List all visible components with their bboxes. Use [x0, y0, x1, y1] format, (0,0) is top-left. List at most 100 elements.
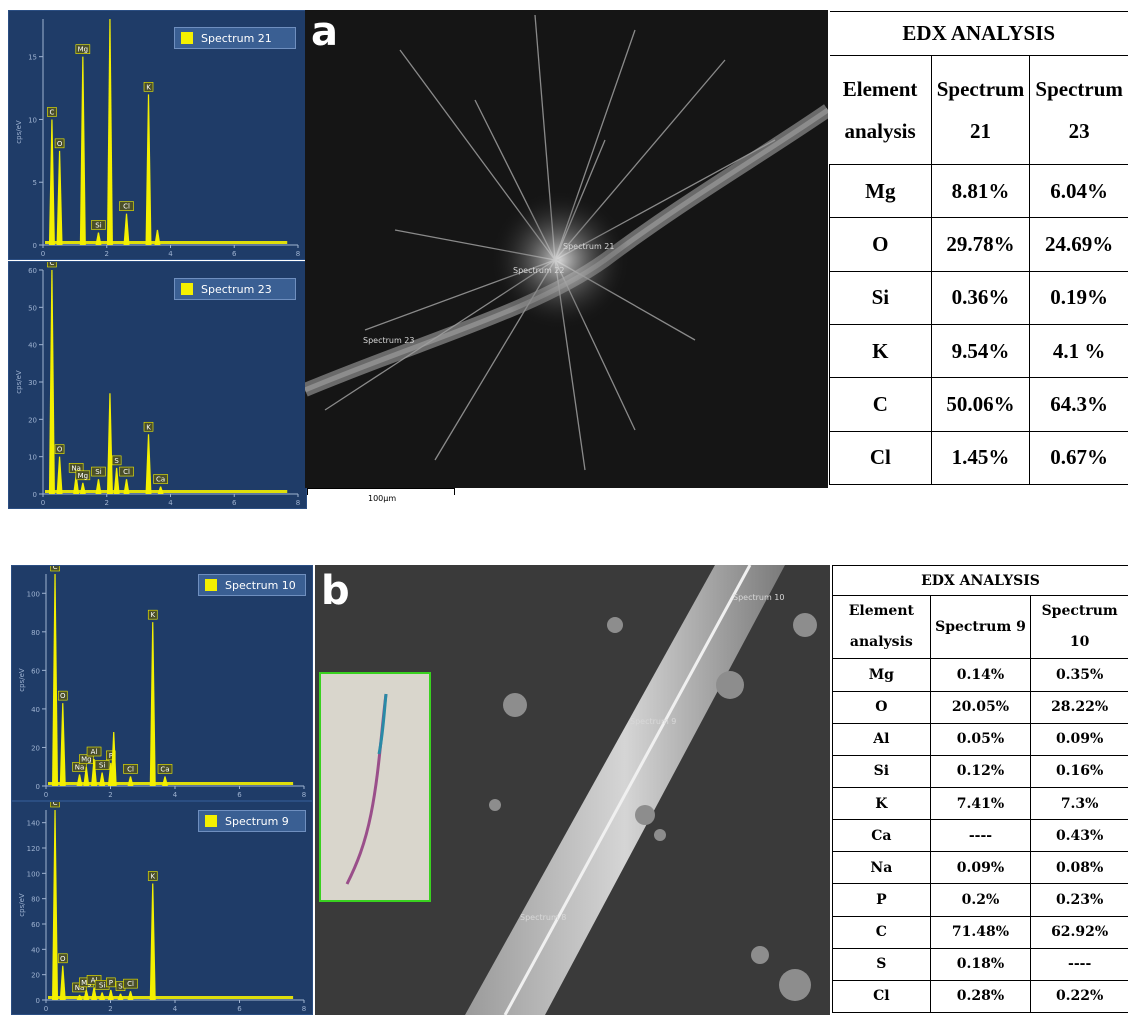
y-tick-label: 0 [36, 783, 40, 791]
value-cell: 0.14% [929, 658, 1032, 692]
value-cell: 0.22% [1030, 979, 1128, 1014]
y-tick-label: 100 [27, 870, 40, 878]
spectrum-peak [48, 119, 55, 245]
value-cell: 0.23% [1030, 883, 1128, 917]
y-tick-label: 80 [31, 629, 40, 637]
y-tick-label: 0 [36, 997, 40, 1005]
legend-swatch [205, 579, 217, 591]
value-cell: 50.06% [930, 377, 1031, 432]
spectrum-baseline [45, 490, 288, 493]
edx-table-a: EDX ANALYSIS Element analysis Spectrum 2… [829, 10, 1128, 486]
value-cell: ---- [929, 819, 1032, 853]
value-cell: 0.16% [1030, 754, 1128, 788]
spectrum-baseline [48, 996, 294, 999]
header-spectrum-1: Spectrum 21 [930, 55, 1031, 165]
peak-label: S [118, 983, 123, 991]
spectrum-peak [154, 229, 161, 245]
element-cell: S [832, 947, 931, 981]
spectrum-peak [127, 991, 134, 1000]
peak-label: C [49, 108, 54, 116]
value-cell: 62.92% [1030, 915, 1128, 949]
table-row: O 29.78% 24.69% [829, 217, 1128, 272]
peak-label-box [91, 220, 106, 230]
header-element: Element analysis [829, 55, 932, 165]
x-tick-label: 6 [232, 250, 237, 258]
spectrum-9-panel: cps/eV 0 20 40 60 80 100 120 140 0 2 4 6 8 C O Na Mg Al Si P… [11, 801, 313, 1015]
peak-label-box [86, 746, 102, 757]
edx-title: EDX ANALYSIS [829, 10, 1128, 57]
peak-label-box [147, 609, 158, 620]
peak-label: C [53, 802, 58, 807]
peak-label: K [150, 872, 155, 880]
peak-label: Ca [160, 765, 169, 773]
peak-label: Al [91, 976, 98, 984]
x-tick-label: 0 [41, 499, 45, 507]
peak-label-box [94, 760, 110, 770]
value-cell: 4.1 % [1029, 323, 1128, 379]
spectrum-peak [59, 965, 66, 1000]
sem-label-spectrum-23: Spectrum 23 [363, 336, 415, 345]
peak-label-box [123, 978, 138, 989]
x-tick-label: 0 [41, 250, 45, 258]
element-cell: O [829, 217, 932, 272]
element-cell: Al [832, 722, 931, 756]
spectrum-peak [52, 574, 59, 786]
x-tick-label: 8 [302, 791, 306, 799]
peak-label: Na [75, 763, 85, 771]
value-cell: 0.12% [929, 754, 1032, 788]
spectrum-peak [117, 993, 124, 1000]
peak-label-box [54, 138, 65, 149]
table-row: Mg 0.14% 0.35% [832, 658, 1128, 692]
x-tick-label: 2 [108, 1005, 112, 1013]
y-tick-label: 20 [31, 744, 40, 752]
spectrum-peak [73, 475, 80, 494]
value-cell: 1.45% [930, 430, 1031, 486]
legend-swatch [181, 283, 193, 295]
x-tick-label: 0 [44, 1005, 48, 1013]
spectrum-peak [110, 732, 117, 786]
value-cell: 0.18% [929, 947, 1032, 981]
fiber-photo [345, 693, 388, 885]
y-tick-label: 120 [27, 845, 40, 853]
element-cell: C [829, 377, 932, 432]
table-row: C 50.06% 64.3% [829, 377, 1128, 432]
spectrum-peak [52, 810, 59, 1000]
peak-label-box [147, 871, 158, 881]
x-tick-label: 6 [237, 1005, 242, 1013]
peak-label: Al [91, 748, 98, 756]
value-cell: 7.41% [929, 786, 1032, 821]
spectrum-peak [76, 774, 83, 786]
spectrum-peak [123, 213, 130, 245]
peak-label-box [119, 201, 134, 211]
peak-label-box [75, 470, 91, 481]
y-tick-label: 140 [27, 820, 40, 828]
spectrum-peak [145, 94, 152, 245]
panel-letter-b: b [321, 568, 350, 614]
spectrum-21-legend: Spectrum 21 [174, 27, 296, 49]
peak-label: Si [99, 762, 105, 770]
spectrum-peak [95, 479, 102, 494]
peak-label-box [86, 975, 102, 985]
spectrum-peak [123, 479, 130, 494]
spectrum-9-legend: Spectrum 9 [198, 810, 306, 832]
peak-label-box [47, 262, 57, 268]
spectrum-10-panel: cps/eV 0 20 40 60 80 100 0 2 4 6 8 C O Na Mg Al Si P Cl K Ca … [11, 565, 313, 801]
y-axis-label: cps/eV [18, 668, 26, 692]
spectrum-peak [149, 622, 156, 786]
spectrum-peak [56, 150, 63, 245]
spectrum-peak [145, 434, 152, 494]
spectrum-10-legend: Spectrum 10 [198, 574, 306, 596]
value-cell: 29.78% [930, 217, 1031, 272]
value-cell: 0.2% [929, 883, 1032, 917]
value-cell: 9.54% [930, 323, 1031, 379]
peak-label: Si [99, 981, 105, 989]
element-cell: Na [832, 851, 931, 885]
peak-label-box [106, 977, 116, 988]
peak-label: C [49, 262, 54, 267]
header-element: Element analysis [832, 595, 931, 660]
y-axis-label: cps/eV [15, 120, 23, 144]
header-spectrum-2: Spectrum 23 [1029, 55, 1128, 165]
spectrum-peak [162, 776, 169, 786]
